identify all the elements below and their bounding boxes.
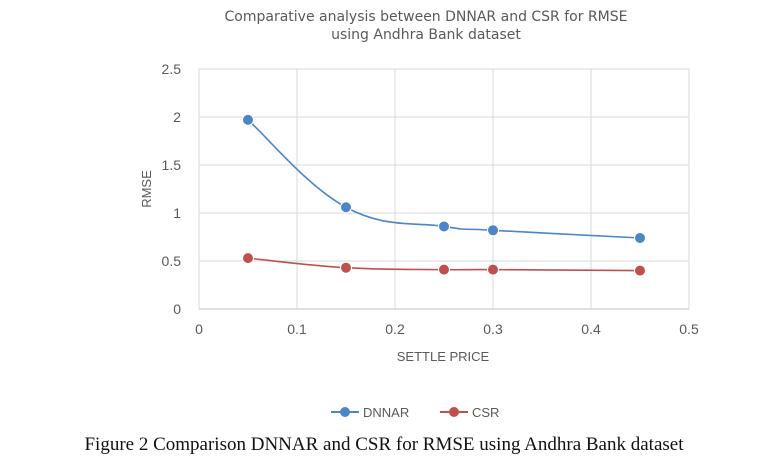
data-point — [634, 231, 646, 244]
series-csr — [242, 252, 646, 277]
legend: DNNAR CSR — [331, 405, 499, 420]
chart-title-line: Comparative analysis between DNNAR and C… — [225, 9, 628, 25]
x-tick-label: 0.4 — [581, 321, 601, 337]
x-tick-label: 0.3 — [483, 321, 503, 337]
chart-title: Comparative analysis between DNNAR and C… — [225, 9, 628, 43]
x-tick-label: 0.2 — [385, 321, 405, 337]
y-tick-label: 1 — [173, 205, 181, 221]
y-tick-label: 1.5 — [162, 157, 182, 173]
x-tick-label: 0.5 — [679, 321, 699, 337]
series-lines — [242, 113, 646, 277]
y-tick-label: 2.5 — [162, 61, 182, 77]
legend-item-dnnar: DNNAR — [331, 405, 409, 420]
x-axis-ticks: 0 0.1 0.2 0.3 0.4 0.5 — [195, 321, 699, 337]
data-point — [487, 263, 499, 276]
data-point — [242, 252, 254, 265]
legend-marker — [449, 407, 459, 417]
figure-caption: Figure 2 Comparison DNNAR and CSR for RM… — [84, 434, 684, 455]
legend-item-csr: CSR — [440, 405, 499, 420]
x-tick-label: 0 — [195, 321, 203, 337]
data-point — [438, 220, 450, 233]
data-point — [242, 113, 254, 126]
data-point — [340, 201, 352, 214]
legend-marker — [340, 407, 350, 417]
y-tick-label: 0 — [173, 301, 181, 317]
y-tick-label: 0.5 — [162, 253, 182, 269]
series-line — [247, 119, 641, 239]
chart: Comparative analysis between DNNAR and C… — [139, 9, 699, 420]
legend-label: DNNAR — [363, 405, 409, 420]
chart-title-line: using Andhra Bank dataset — [331, 27, 521, 43]
y-axis-ticks: 0 0.5 1 1.5 2 2.5 — [162, 61, 182, 317]
legend-label: CSR — [472, 405, 499, 420]
y-tick-label: 2 — [173, 109, 181, 125]
data-point — [438, 263, 450, 276]
y-axis-label: RMSE — [139, 170, 154, 208]
data-point — [340, 261, 352, 274]
x-tick-label: 0.1 — [287, 321, 307, 337]
data-point — [487, 224, 499, 237]
series-dnnar — [242, 113, 646, 244]
data-point — [634, 264, 646, 277]
x-axis-label: SETTLE PRICE — [397, 349, 490, 364]
